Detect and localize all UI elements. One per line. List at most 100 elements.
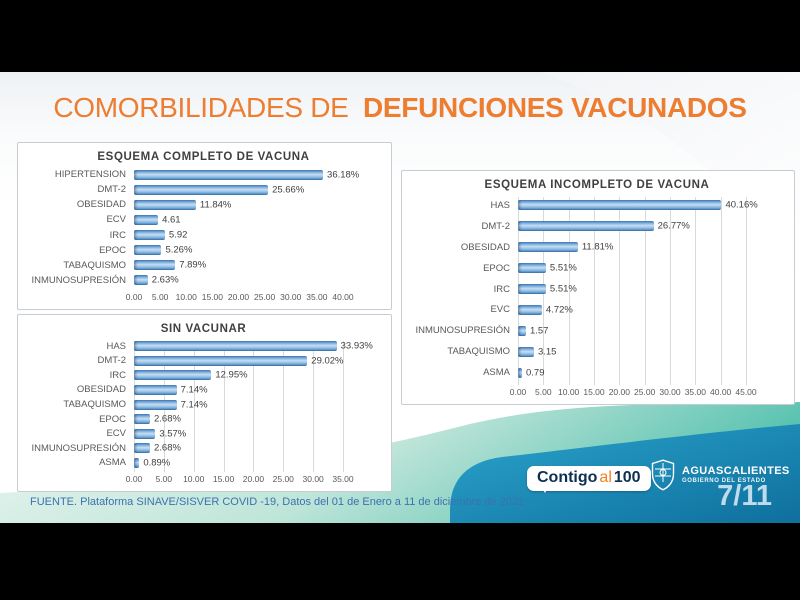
axis-tick: 30.00 <box>280 292 302 302</box>
bar-track: 12.95% <box>134 370 343 381</box>
value-label: 5.51% <box>549 262 577 274</box>
bar-row: INMUNOSUPRESIÓN 2.68% <box>28 441 379 456</box>
value-label: 2.68% <box>154 413 181 425</box>
chart-title-esquema-incompleto: ESQUEMA INCOMPLETO DE VACUNA <box>484 179 710 191</box>
background-top-swoosh <box>540 72 800 282</box>
category-label: INMUNOSUPRESIÓN <box>31 442 126 454</box>
page-title-bold: DEFUNCIONES VACUNADOS <box>363 92 747 123</box>
bar-track: 2.63% <box>134 275 343 286</box>
bar <box>518 367 522 378</box>
gridline <box>253 341 255 472</box>
category-label: EPOC <box>99 244 126 256</box>
bar-track: 7.89% <box>134 260 343 271</box>
bar <box>134 414 150 425</box>
axis-tick: 40.00 <box>332 292 354 302</box>
category-label: DMT-2 <box>97 355 127 367</box>
bar-row: EPOC 2.68% <box>28 412 379 427</box>
x-axis: 0.00 5.00 10.00 15.00 20.00 25.00 30.00 35.00 <box>126 473 354 487</box>
contigo-logo-word3: 100 <box>613 469 641 486</box>
category-label: TABAQUISMO <box>63 399 126 411</box>
bar-row: TABAQUISMO 7.89% <box>28 258 379 273</box>
axis-tick: 20.00 <box>227 292 250 302</box>
bar-track: 25.66% <box>134 184 343 196</box>
value-label: 0.89% <box>143 457 171 469</box>
bar-track: 11.84% <box>134 199 343 211</box>
bar <box>518 263 546 274</box>
bar-track: 3.57% <box>134 428 343 439</box>
category-label: DMT-2 <box>481 220 511 232</box>
category-label: HAS <box>106 340 126 352</box>
bar-track: 26.77% <box>518 221 746 232</box>
axis-tick: 5.00 <box>151 292 169 302</box>
page-title-light: COMORBILIDADES DE <box>53 92 349 123</box>
axis-tick: 25.00 <box>272 474 294 484</box>
bar-row: TABAQUISMO 3.15 <box>412 341 782 362</box>
axis-tick: 15.00 <box>583 387 605 397</box>
value-label: 2.68% <box>154 442 181 454</box>
axis-tick: 5.00 <box>535 387 552 397</box>
bar <box>518 200 722 211</box>
category-label: IRC <box>493 283 510 295</box>
category-label: IRC <box>109 369 126 381</box>
bar-row: INMUNOSUPRESIÓN 1.57 <box>412 320 782 341</box>
chart-title-sin-vacunar: SIN VACUNAR <box>160 323 247 335</box>
gridline <box>593 197 595 385</box>
value-label: 25.66% <box>272 184 305 196</box>
gridline <box>619 197 621 385</box>
axis-tick: 25.00 <box>253 292 276 302</box>
chart-sin-vacunar-panel: SIN VACUNAR HAS 33.93% DMT-2 29.02% IRC 12.95… <box>17 314 392 492</box>
bar-row: ECV 4.61 <box>28 212 379 227</box>
bar-track: 0.89% <box>134 457 343 469</box>
bar-row: IRC 12.95% <box>28 368 379 383</box>
bar-row: ECV 3.57% <box>28 426 379 441</box>
bar <box>134 341 337 352</box>
bar-row: HAS 40.16% <box>412 195 782 216</box>
bar-row: HIPERTENSION 36.18% <box>28 167 379 182</box>
value-label: 7.14% <box>180 384 208 396</box>
value-label: 33.93% <box>340 340 373 352</box>
bar-track: 5.26% <box>134 245 343 256</box>
gridline <box>746 197 747 385</box>
bar-track: 11.81% <box>518 241 746 253</box>
bar-row: OBESIDAD 11.81% <box>412 237 782 258</box>
value-label: 11.84% <box>199 199 232 211</box>
axis-tick: 40.00 <box>710 387 732 397</box>
gridline <box>193 341 195 472</box>
chart-esquema-completo-panel: ESQUEMA COMPLETO DE VACUNA HIPERTENSION 3… <box>17 142 392 310</box>
bar <box>134 457 140 468</box>
category-label: EPOC <box>483 262 510 274</box>
axis-tick: 10.00 <box>175 292 197 302</box>
bar-row: HAS 33.93% <box>28 339 379 354</box>
bar-row: IRC 5.92 <box>28 228 379 243</box>
category-label: INMUNOSUPRESIÓN <box>31 274 126 286</box>
bar <box>134 370 212 381</box>
chart-plot-esquema-incompleto: HAS 40.16% DMT-2 26.77% OBESIDAD 11.81% EPOC 5.… <box>412 195 782 400</box>
bar-row: OBESIDAD 11.84% <box>28 197 379 212</box>
value-label: 29.02% <box>311 355 344 367</box>
gridline <box>283 341 285 472</box>
contigo-logo-word2: al <box>599 469 612 486</box>
axis-tick: 45.00 <box>735 387 757 397</box>
x-axis: 0.00 5.00 10.00 15.00 20.00 25.00 30.00 35.00 40… <box>126 291 354 305</box>
bar <box>518 242 578 253</box>
category-label: ECV <box>106 214 126 226</box>
value-label: 11.81% <box>581 241 614 253</box>
bar-track: 36.18% <box>134 169 359 180</box>
axis-tick: 35.00 <box>332 474 354 484</box>
gridline <box>568 197 570 385</box>
bar-row: ASMA 0.89% <box>28 456 379 471</box>
bar-track: 5.92 <box>134 230 343 241</box>
value-label: 40.16% <box>725 199 758 211</box>
bar <box>134 355 308 366</box>
axis-tick: 20.00 <box>242 474 265 484</box>
bar-rows: HAS 40.16% DMT-2 26.77% OBESIDAD 11.81% EPOC 5.… <box>412 195 782 385</box>
contigo-logo-word1: Contigo <box>537 469 598 486</box>
bar-track: 40.16% <box>518 200 758 211</box>
bar-track: 5.51% <box>518 262 746 274</box>
bar-row: DMT-2 26.77% <box>412 216 782 237</box>
bar <box>134 214 159 225</box>
bar-row: OBESIDAD 7.14% <box>28 383 379 398</box>
bar <box>518 304 542 315</box>
bar <box>134 184 269 195</box>
value-label: 1.57 <box>529 325 549 337</box>
